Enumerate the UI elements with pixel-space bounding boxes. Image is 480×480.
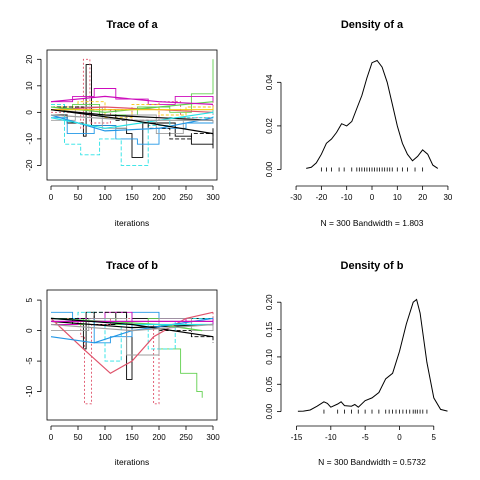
density-b-panel: Density of b N = 300 Bandwidth = 0.5732 … <box>265 260 448 467</box>
trace-series-line <box>51 106 214 150</box>
x-tick-label: 200 <box>152 433 166 442</box>
x-tick-label: -30 <box>290 193 302 202</box>
x-tick-label: -10 <box>341 193 353 202</box>
x-tick-label: 50 <box>74 193 83 202</box>
x-tick-label: 10 <box>393 193 402 202</box>
y-tick-label: -10 <box>25 133 34 145</box>
x-tick-label: -5 <box>362 433 370 442</box>
x-axis-label: N = 300 Bandwidth = 1.803 <box>320 218 423 228</box>
y-tick-label: 0 <box>25 110 34 115</box>
trace-a-panel: Trace of a iterations 0 50 100 150 200 250 300… <box>25 19 220 228</box>
density-a-panel: Density of a N = 300 Bandwidth = 1.803 -… <box>265 19 453 228</box>
y-tick-label: 10 <box>25 81 34 90</box>
y-tick-label: 0 <box>25 328 34 333</box>
trace-smooth-line <box>50 95 214 105</box>
chart-title: Density of b <box>341 260 404 272</box>
y-tick-label: -5 <box>25 357 34 365</box>
trace-smooth-line <box>50 106 214 113</box>
x-axis-label: N = 300 Bandwidth = 0.5732 <box>318 457 426 467</box>
x-tick-label: -20 <box>316 193 328 202</box>
chart-title: Trace of a <box>106 19 158 31</box>
x-tick-label: 50 <box>74 433 83 442</box>
x-tick-label: 0 <box>370 193 375 202</box>
y-tick-label: 0.05 <box>265 376 274 392</box>
trace-series-line <box>51 59 214 116</box>
plot-frame <box>46 289 218 421</box>
y-tick-label: 0.15 <box>265 321 274 337</box>
x-tick-label: 200 <box>152 193 166 202</box>
trace-smooth-line <box>50 323 214 332</box>
y-tick-label: 0.00 <box>265 161 274 177</box>
x-tick-label: 250 <box>179 193 193 202</box>
y-tick-label: 0.10 <box>265 349 274 365</box>
x-tick-label: 0 <box>49 433 54 442</box>
x-tick-label: 30 <box>443 193 452 202</box>
x-tick-label: 100 <box>98 433 112 442</box>
trace-smooth-line <box>50 317 214 338</box>
y-tick-label: 0.04 <box>265 74 274 90</box>
y-tick-label: 20 <box>25 54 34 63</box>
y-tick-label: 0.02 <box>265 118 274 134</box>
trace-series-line <box>51 88 214 105</box>
x-tick-label: 150 <box>125 433 139 442</box>
x-axis-label: iterations <box>115 218 150 228</box>
y-tick-label: 0.20 <box>265 294 274 310</box>
trace-smooth-line <box>50 109 214 121</box>
x-tick-label: 300 <box>206 433 220 442</box>
x-tick-label: 20 <box>418 193 427 202</box>
trace-b-panel: Trace of b iterations 0 50 100 150 200 250 300… <box>25 260 220 467</box>
y-tick-label: 0.00 <box>265 403 274 419</box>
x-tick-label: 250 <box>179 433 193 442</box>
trace-smooth-line <box>50 320 214 329</box>
density-curve <box>306 59 439 169</box>
y-tick-label: -20 <box>25 159 34 171</box>
y-tick-label: -10 <box>25 385 34 397</box>
x-tick-label: 0 <box>397 433 402 442</box>
x-tick-label: -15 <box>291 433 303 442</box>
chart-title: Trace of b <box>106 260 158 272</box>
x-tick-label: 5 <box>432 433 437 442</box>
density-curve <box>297 298 448 412</box>
trace-smooth-line <box>50 311 214 375</box>
x-tick-label: -10 <box>325 433 337 442</box>
x-tick-label: 150 <box>125 193 139 202</box>
x-tick-label: 0 <box>49 193 54 202</box>
y-tick-label: 5 <box>25 297 34 302</box>
x-tick-label: 100 <box>98 193 112 202</box>
trace-smooth-line <box>50 111 214 129</box>
x-axis-label: iterations <box>115 457 150 467</box>
x-tick-label: 300 <box>206 193 220 202</box>
trace-series-line <box>51 117 214 145</box>
chart-title: Density of a <box>341 19 404 31</box>
trace-series-line <box>51 101 214 119</box>
trace-smooth-line <box>50 109 214 135</box>
plot-frame <box>46 49 218 181</box>
